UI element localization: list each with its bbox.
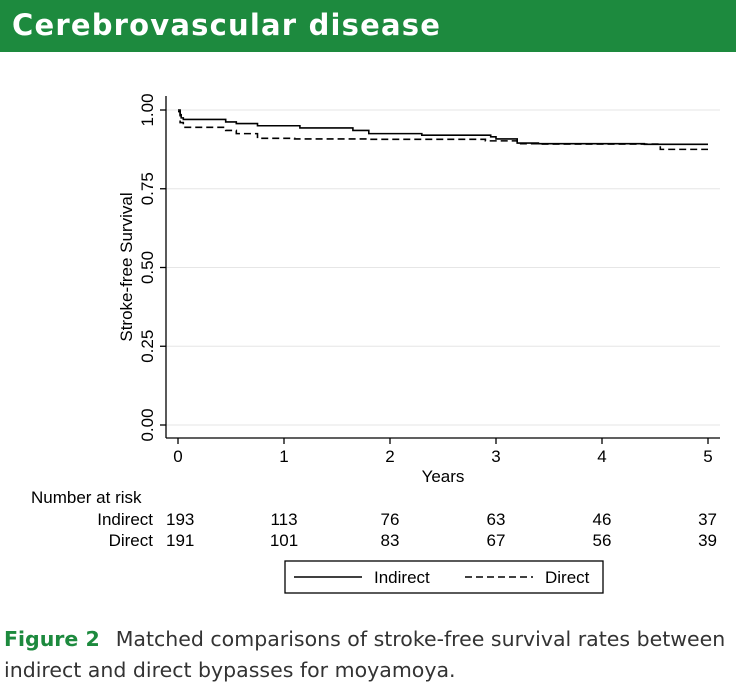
y-tick-label: 1.00: [138, 93, 157, 126]
x-tick-label: 2: [385, 447, 394, 466]
legend-label-direct: Direct: [545, 568, 590, 587]
y-tick-label: 0.00: [138, 408, 157, 441]
x-tick-label: 3: [491, 447, 500, 466]
survival-chart: 0.00 0.25 0.50 0.75 1.00 0 1 2 3 4 5 Years Stroke-fr…: [31, 93, 720, 594]
x-tick-label: 4: [597, 447, 606, 466]
figure-caption: Figure 2 Matched comparisons of stroke-fr…: [4, 624, 732, 686]
y-tick-label: 0.75: [138, 172, 157, 205]
risk-value: 191: [166, 531, 194, 550]
risk-value: 113: [270, 510, 297, 529]
section-title: Cerebrovascular disease: [12, 8, 442, 42]
risk-value: 63: [487, 510, 506, 529]
risk-row-label: Indirect: [97, 510, 153, 529]
risk-value: 76: [381, 510, 400, 529]
y-tick-label: 0.25: [138, 330, 157, 363]
x-axis-title: Years: [422, 467, 465, 486]
y-axis-title: Stroke-free Survival: [117, 192, 136, 341]
figure-caption-text: Matched comparisons of stroke-free survi…: [4, 627, 726, 682]
risk-value: 67: [487, 531, 506, 550]
risk-value: 193: [166, 510, 194, 529]
risk-row-label: Direct: [109, 531, 154, 550]
series-line-direct: [178, 110, 708, 151]
risk-value: 37: [698, 510, 717, 529]
x-tick-label: 0: [173, 447, 182, 466]
risk-value: 46: [593, 510, 612, 529]
risk-table-header: Number at risk: [31, 488, 142, 507]
x-tick-label: 5: [703, 447, 712, 466]
risk-value: 56: [593, 531, 612, 550]
y-tick-label: 0.50: [138, 251, 157, 284]
figure-label: Figure 2: [4, 627, 100, 651]
risk-value: 101: [270, 531, 298, 550]
legend-label-indirect: Indirect: [374, 568, 430, 587]
x-tick-label: 1: [279, 447, 288, 466]
risk-value: 39: [698, 531, 717, 550]
risk-value: 83: [381, 531, 400, 550]
section-banner: Cerebrovascular disease: [0, 0, 736, 52]
